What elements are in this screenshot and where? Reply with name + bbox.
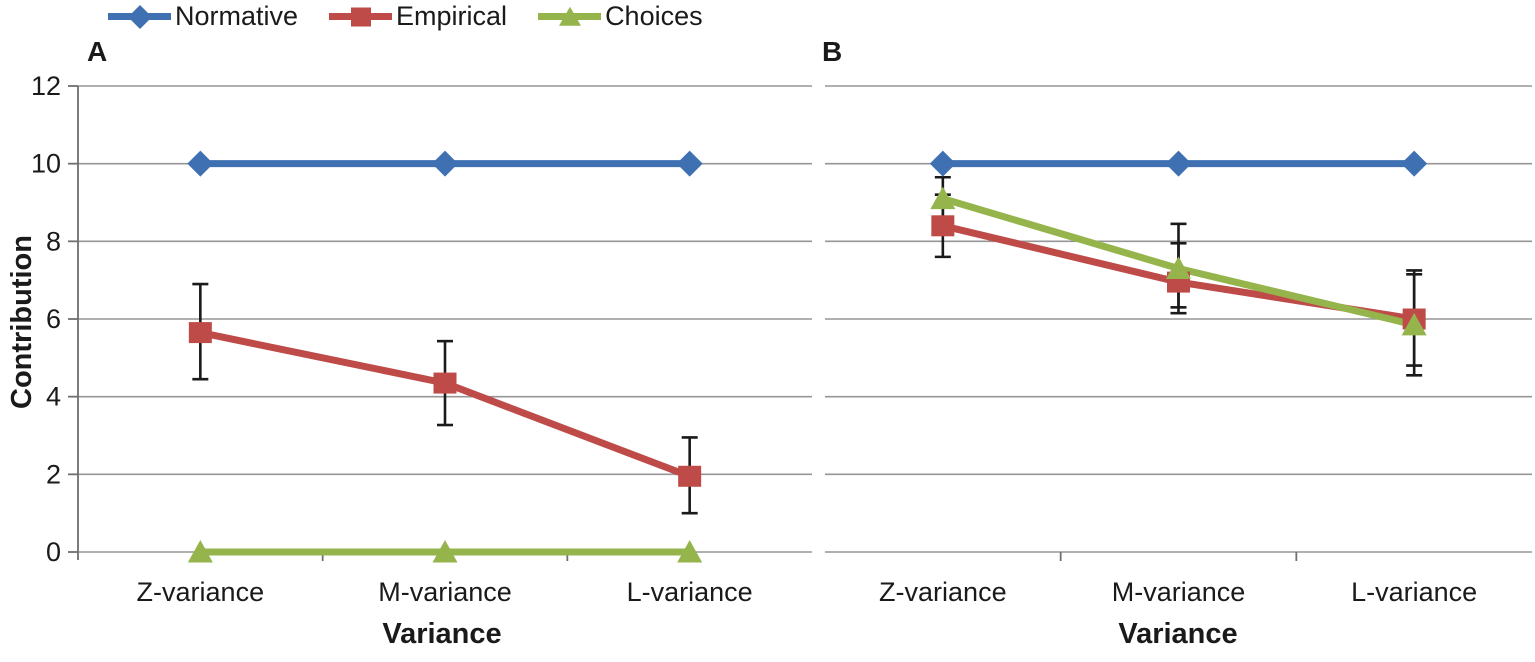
diamond-marker	[1401, 150, 1428, 177]
square-marker	[931, 215, 955, 237]
square-marker	[678, 465, 702, 487]
markers-choices	[930, 186, 1427, 336]
x-tick-label: Z-variance	[137, 577, 265, 607]
markers-normative	[187, 150, 703, 177]
x-axis-title-panel-b: Variance	[1118, 618, 1238, 650]
legend-label: Empirical	[396, 1, 508, 31]
y-tick-label: 4	[46, 382, 61, 412]
legend-item-empirical: Empirical	[329, 3, 507, 30]
x-axis-ticks	[1059, 552, 1298, 561]
legend-label: Choices	[605, 1, 703, 31]
triangle-marker	[432, 540, 458, 563]
y-tick-label: 12	[31, 71, 61, 101]
y-axis	[68, 85, 79, 560]
square-marker	[433, 372, 457, 394]
panel-a-label: A	[87, 36, 108, 67]
legend-line-swatch	[108, 4, 171, 29]
triangle-marker	[1166, 256, 1191, 280]
y-tick-label: 8	[46, 226, 61, 256]
triangle-marker	[930, 186, 956, 210]
x-tick-labels: Z-variance M-variance L-variance	[137, 577, 753, 607]
triangle-marker-icon	[558, 6, 581, 26]
y-tick-label: 10	[31, 149, 61, 179]
x-tick-label: Z-variance	[879, 577, 1007, 607]
diamond-marker	[187, 150, 214, 177]
x-tick-label: M-variance	[1112, 577, 1246, 607]
diamond-marker	[1165, 150, 1192, 177]
x-tick-label: M-variance	[378, 577, 512, 607]
triangle-marker	[187, 540, 213, 563]
legend-line-swatch	[538, 6, 602, 26]
triangle-marker	[677, 540, 703, 563]
diamond-marker	[929, 150, 956, 177]
x-tick-labels: Z-variance M-variance L-variance	[879, 577, 1477, 607]
legend-line-swatch	[329, 7, 393, 26]
y-tick-label: 2	[46, 459, 61, 489]
markers-normative	[929, 150, 1428, 177]
x-tick-label: L-variance	[1351, 577, 1477, 607]
x-tick-label: L-variance	[627, 577, 753, 607]
y-tick-labels: 0 2 4 6 8 10 12	[31, 71, 61, 567]
square-marker-icon	[350, 7, 371, 26]
legend-label: Normative	[175, 1, 299, 31]
square-marker	[188, 322, 212, 344]
panel-b-plot: Z-variance M-variance L-variance	[825, 85, 1532, 607]
x-axis-title-panel-a: Variance	[382, 618, 502, 650]
panel-b-label: B	[822, 36, 843, 67]
y-tick-label: 6	[46, 304, 61, 334]
diamond-marker	[432, 150, 458, 177]
diamond-marker	[676, 150, 703, 177]
markers-empirical	[188, 322, 702, 487]
y-tick-label: 0	[46, 537, 61, 567]
chart-legend: Normative Empirical Choices	[108, 3, 703, 30]
markers-choices	[187, 540, 703, 563]
panel-a-plot: 0 2 4 6 8 10 12 Z-variance M-variance L-variance	[31, 71, 812, 607]
triangle-marker	[1401, 312, 1427, 336]
legend-item-choices: Choices	[538, 3, 703, 30]
legend-item-normative: Normative	[108, 3, 298, 30]
